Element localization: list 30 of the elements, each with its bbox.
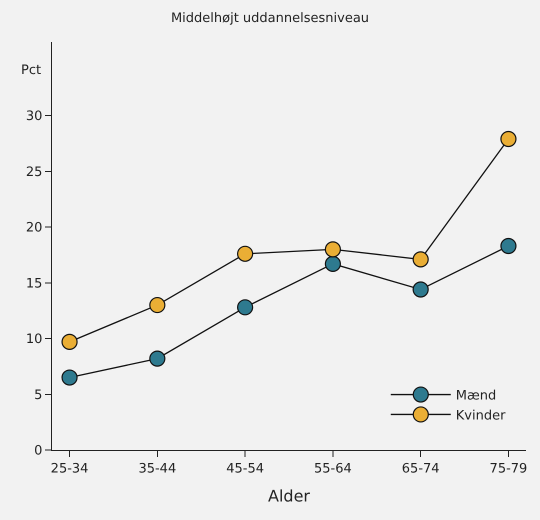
point [324, 256, 341, 272]
y-tick-label: 30 [26, 109, 42, 124]
y-tick-label: 20 [26, 220, 42, 236]
y-tick-label: 15 [26, 276, 42, 292]
x-tick-label: 45-54 [226, 462, 264, 477]
point [324, 241, 341, 258]
point [61, 334, 78, 350]
point [500, 130, 517, 148]
chart-title: Middelhøjt uddannelsesniveau [170, 11, 370, 26]
point [412, 281, 429, 298]
point [237, 299, 254, 316]
x-tick-label: 25-34 [50, 462, 88, 477]
y-axis-title: Pct [21, 63, 42, 78]
y-tick-label: 10 [26, 332, 42, 348]
point [149, 350, 166, 367]
x-axis-title: Alder [268, 486, 310, 506]
point [61, 369, 78, 386]
point [412, 251, 429, 268]
point [149, 296, 166, 314]
y-tick-label: 5 [34, 388, 42, 403]
point [237, 246, 254, 262]
x-tick-label: 65-74 [402, 462, 440, 477]
x-tick-label: 35-44 [138, 462, 176, 477]
y-tick-label: 25 [26, 164, 42, 180]
legend-label: Kvinder [456, 408, 506, 424]
legend-label: Mænd [456, 388, 496, 404]
y-tick-label: 0 [34, 444, 42, 459]
x-tick-label: 55-64 [314, 462, 352, 477]
x-tick-label: 75-79 [490, 462, 528, 477]
point [500, 238, 517, 254]
